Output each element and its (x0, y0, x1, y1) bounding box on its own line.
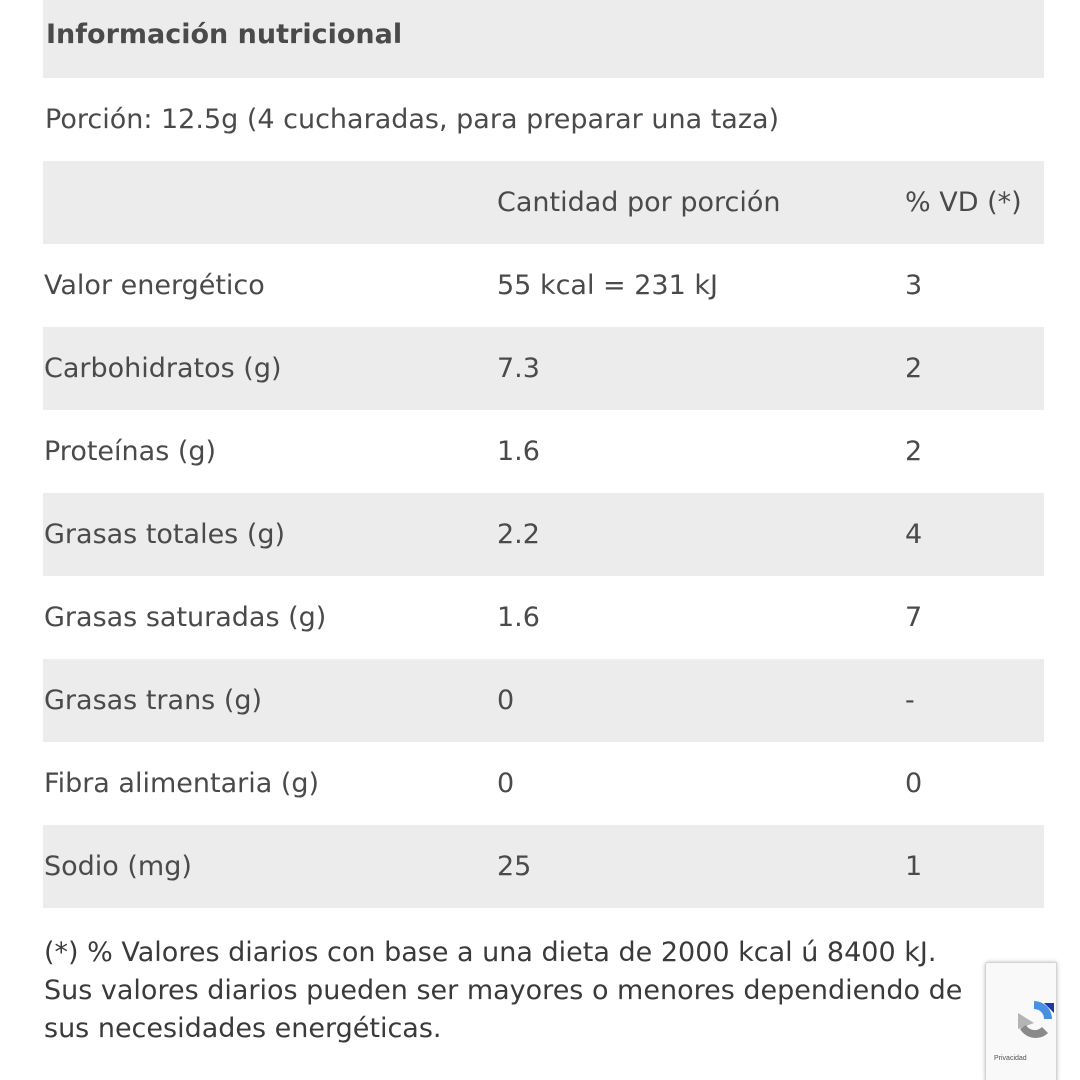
footnote-line: sus necesidades energéticas. (44, 1013, 442, 1044)
table-row: Proteínas (g) 1.6 2 (43, 410, 1044, 493)
nutrient-amount: 2.2 (497, 519, 540, 550)
nutrition-title-bar: Información nutricional (43, 0, 1044, 78)
recaptcha-privacy-link[interactable]: Privacidad (994, 1055, 1027, 1062)
nutrient-dv: 2 (905, 436, 923, 467)
nutrient-dv: 2 (905, 353, 923, 384)
table-row: Carbohidratos (g) 7.3 2 (43, 327, 1044, 410)
nutrient-name: Fibra alimentaria (g) (44, 768, 320, 799)
nutrient-amount: 0 (497, 685, 515, 716)
daily-value-footnote: (*) % Valores diarios con base a una die… (43, 934, 1054, 1048)
nutrient-dv: - (905, 685, 915, 716)
header-daily-value: % VD (*) (905, 187, 1022, 218)
table-header-row: Cantidad por porción % VD (*) (43, 161, 1044, 244)
table-row: Grasas trans (g) 0 - (43, 659, 1044, 742)
footnote-line: Sus valores diarios pueden ser mayores o… (44, 975, 963, 1006)
right-page-edge (1044, 0, 1080, 1080)
nutrient-name: Grasas trans (g) (44, 685, 263, 716)
nutrient-amount: 25 (497, 851, 532, 882)
recaptcha-badge[interactable]: Privacidad (985, 962, 1057, 1080)
nutrition-title: Información nutricional (46, 18, 403, 50)
portion-info: Porción: 12.5g (4 cucharadas, para prepa… (45, 104, 780, 135)
nutrient-amount: 1.6 (497, 602, 540, 633)
nutrient-dv: 4 (905, 519, 923, 550)
nutrient-dv: 1 (905, 851, 923, 882)
table-row: Sodio (mg) 25 1 (43, 825, 1044, 908)
nutrient-dv: 3 (905, 270, 923, 301)
nutrient-name: Grasas saturadas (g) (44, 602, 327, 633)
table-row: Grasas totales (g) 2.2 4 (43, 493, 1044, 576)
header-amount: Cantidad por porción (497, 187, 781, 218)
nutrient-name: Proteínas (g) (44, 436, 217, 467)
nutrient-name: Valor energético (44, 270, 265, 301)
footnote-line: (*) % Valores diarios con base a una die… (44, 937, 937, 968)
table-row: Fibra alimentaria (g) 0 0 (43, 742, 1044, 825)
nutrient-name: Grasas totales (g) (44, 519, 286, 550)
nutrient-amount: 0 (497, 768, 515, 799)
recaptcha-icon (1018, 1001, 1054, 1038)
nutrient-name: Sodio (mg) (44, 851, 192, 882)
nutrient-dv: 7 (905, 602, 923, 633)
nutrient-name: Carbohidratos (g) (44, 353, 282, 384)
nutrient-amount: 55 kcal = 231 kJ (497, 270, 718, 301)
nutrient-amount: 7.3 (497, 353, 540, 384)
nutrition-table: Información nutricional Porción: 12.5g (… (43, 0, 1044, 1048)
table-row: Valor energético 55 kcal = 231 kJ 3 (43, 244, 1044, 327)
table-row: Grasas saturadas (g) 1.6 7 (43, 576, 1044, 659)
nutrient-dv: 0 (905, 768, 923, 799)
nutrient-amount: 1.6 (497, 436, 540, 467)
